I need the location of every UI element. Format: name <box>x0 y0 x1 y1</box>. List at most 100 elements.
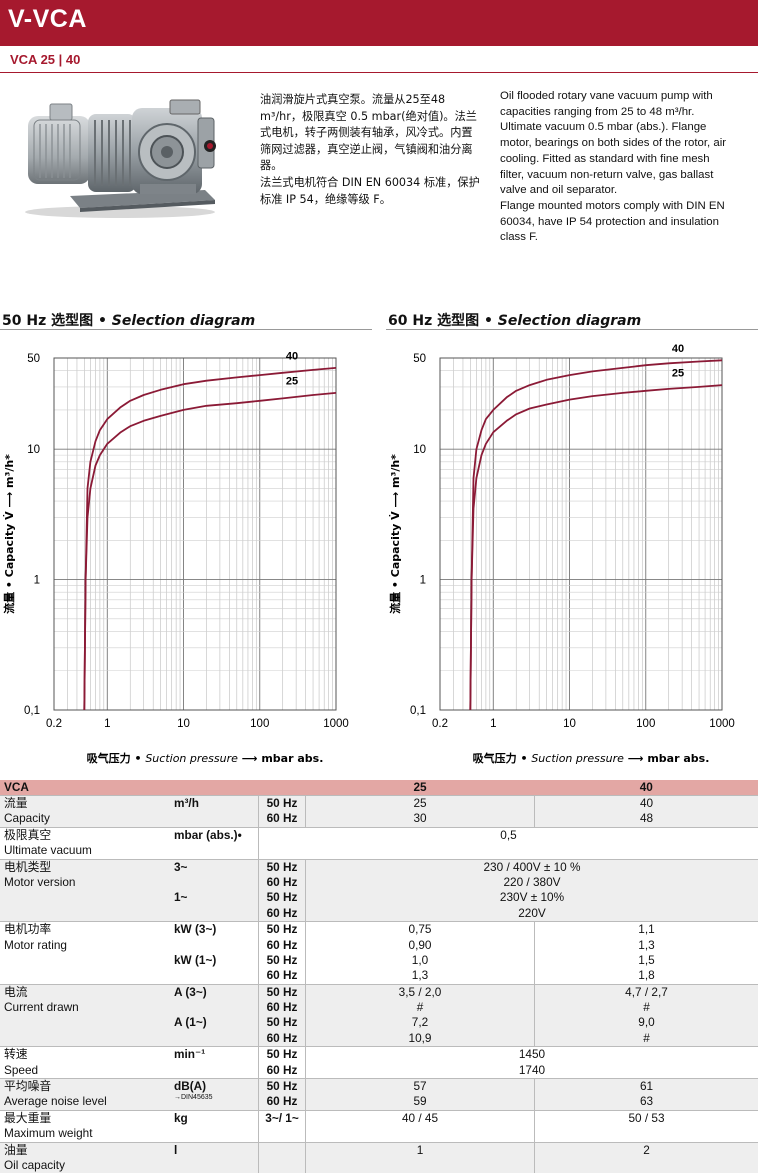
row-label-cn: 电机类型 <box>0 859 170 875</box>
x-axis-label-cn: 吸气压力 • <box>87 751 146 765</box>
y-axis-label: 流量 • Capacity V̇ ⟶ m³/h* <box>2 454 16 614</box>
table-header-row: VCA 25 40 <box>0 780 758 796</box>
row-label-en: Current drawn <box>0 1000 170 1015</box>
row-hz: 60 Hz <box>259 1063 306 1079</box>
row-unit: dB(A) <box>170 1079 259 1095</box>
cell-40: # <box>535 1000 758 1015</box>
row-hz: 50 Hz <box>259 796 306 812</box>
table-row: Motor rating 60 Hz 0,90 1,3 <box>0 938 758 953</box>
description-chinese: 油润滑旋片式真空泵。流量从25至48 m³/hr，极限真空 0.5 mbar(绝… <box>260 92 480 208</box>
x-axis-label-en: Suction pressure <box>531 752 624 765</box>
row-hz: 50 Hz <box>259 953 306 968</box>
x-tick-label: 0.2 <box>432 718 448 730</box>
row-hz: 60 Hz <box>259 938 306 953</box>
table-row: 60 Hz 10,9 # <box>0 1031 758 1047</box>
table-row: Speed 60 Hz 1740 <box>0 1063 758 1079</box>
row-hz: 60 Hz <box>259 1094 306 1110</box>
description-en-paragraph: Oil flooded rotary vane vacuum pump with… <box>500 89 735 199</box>
series-line <box>84 368 336 710</box>
plot-frame <box>54 358 336 710</box>
row-hz: 50 Hz <box>259 859 306 875</box>
cell-merged: 230V ± 10% <box>306 890 758 905</box>
row-label-empty <box>0 1031 170 1047</box>
row-hz: 50 Hz <box>259 1047 306 1063</box>
row-unit: min⁻¹ <box>170 1047 259 1063</box>
cell-merged: 1740 <box>306 1063 758 1079</box>
row-unit-empty <box>170 1000 259 1015</box>
series-line <box>470 360 722 710</box>
header-cell-model: VCA <box>0 780 170 796</box>
row-unit: A (3~) <box>170 984 259 1000</box>
row-label-cn: 最大重量 <box>0 1110 170 1126</box>
table-row: 平均噪音 dB(A) 50 Hz 57 61 <box>0 1079 758 1095</box>
table-row: 最大重量 kg 3~/ 1~ 40 / 45 50 / 53 <box>0 1110 758 1126</box>
cell-40: 61 <box>535 1079 758 1095</box>
cell-empty <box>535 1126 758 1142</box>
header-cell-empty <box>259 780 306 796</box>
x-axis-label: 吸气压力 • Suction pressure ⟶ mbar abs. <box>473 751 710 765</box>
cell-40: 63 <box>535 1094 758 1110</box>
cell-25: 3,5 / 2,0 <box>306 984 535 1000</box>
cell-empty <box>259 843 758 859</box>
row-label-en: Motor rating <box>0 938 170 953</box>
y-tick-label: 50 <box>413 353 426 365</box>
row-unit-empty <box>170 875 259 890</box>
row-unit: kW (1~) <box>170 953 259 968</box>
cell-merged: 1450 <box>306 1047 758 1063</box>
row-hz-empty <box>259 1142 306 1158</box>
x-axis-label-unit: ⟶ mbar abs. <box>238 752 323 765</box>
row-hz: 60 Hz <box>259 875 306 890</box>
table-row: Motor version 60 Hz 220 / 380V <box>0 875 758 890</box>
cell-25: 1,3 <box>306 968 535 984</box>
row-label-cn: 极限真空 <box>0 827 170 843</box>
x-tick-label: 10 <box>563 718 576 730</box>
x-tick-label: 1 <box>490 718 496 730</box>
row-hz: 60 Hz <box>259 1000 306 1015</box>
row-label-en: Motor version <box>0 875 170 890</box>
row-hz: 60 Hz <box>259 968 306 984</box>
row-label-empty <box>0 890 170 905</box>
row-label-empty <box>0 1015 170 1030</box>
row-unit: 1~ <box>170 890 259 905</box>
row-unit: kW (3~) <box>170 922 259 938</box>
cell-merged: 230 / 400V ± 10 % <box>306 859 758 875</box>
row-label-empty <box>0 953 170 968</box>
series-line <box>470 385 722 710</box>
title-bar: V-VCA <box>0 0 758 46</box>
row-unit-empty <box>170 811 259 827</box>
series-label: 40 <box>286 350 298 362</box>
row-label-empty <box>0 968 170 984</box>
row-hz: 3~/ 1~ <box>259 1110 306 1126</box>
row-label-empty <box>0 906 170 922</box>
header-cell-40: 40 <box>535 780 758 796</box>
cell-merged: 0,5 <box>259 827 758 843</box>
row-label-cn: 平均噪音 <box>0 1079 170 1095</box>
row-hz: 50 Hz <box>259 984 306 1000</box>
row-unit: m³/h <box>170 796 259 812</box>
section-divider <box>386 329 758 330</box>
cell-25: 30 <box>306 811 535 827</box>
page-title: V-VCA <box>8 5 87 34</box>
row-label-cn: 电机功率 <box>0 922 170 938</box>
y-tick-label: 0,1 <box>24 705 40 717</box>
x-tick-label: 1 <box>104 718 110 730</box>
row-unit-empty <box>170 843 259 859</box>
x-axis-label-en: Suction pressure <box>145 752 238 765</box>
y-axis-label: 流量 • Capacity V̇ ⟶ m³/h* <box>388 454 402 614</box>
section-heading-en: • Selection diagram <box>98 313 255 329</box>
series-label: 40 <box>672 343 684 355</box>
y-tick-label: 50 <box>27 353 40 365</box>
row-unit-empty <box>170 1031 259 1047</box>
row-hz: 50 Hz <box>259 890 306 905</box>
table-row: Maximum weight <box>0 1126 758 1142</box>
table-row: 电流 A (3~) 50 Hz 3,5 / 2,0 4,7 / 2,7 <box>0 984 758 1000</box>
y-tick-label: 10 <box>413 444 426 456</box>
gridlines <box>54 358 336 710</box>
row-unit-empty <box>170 1126 259 1142</box>
section-divider <box>0 329 372 330</box>
cell-25: # <box>306 1000 535 1015</box>
section-heading-cn: 60 Hz 选型图 <box>388 313 484 329</box>
cell-40: 2 <box>535 1142 758 1158</box>
